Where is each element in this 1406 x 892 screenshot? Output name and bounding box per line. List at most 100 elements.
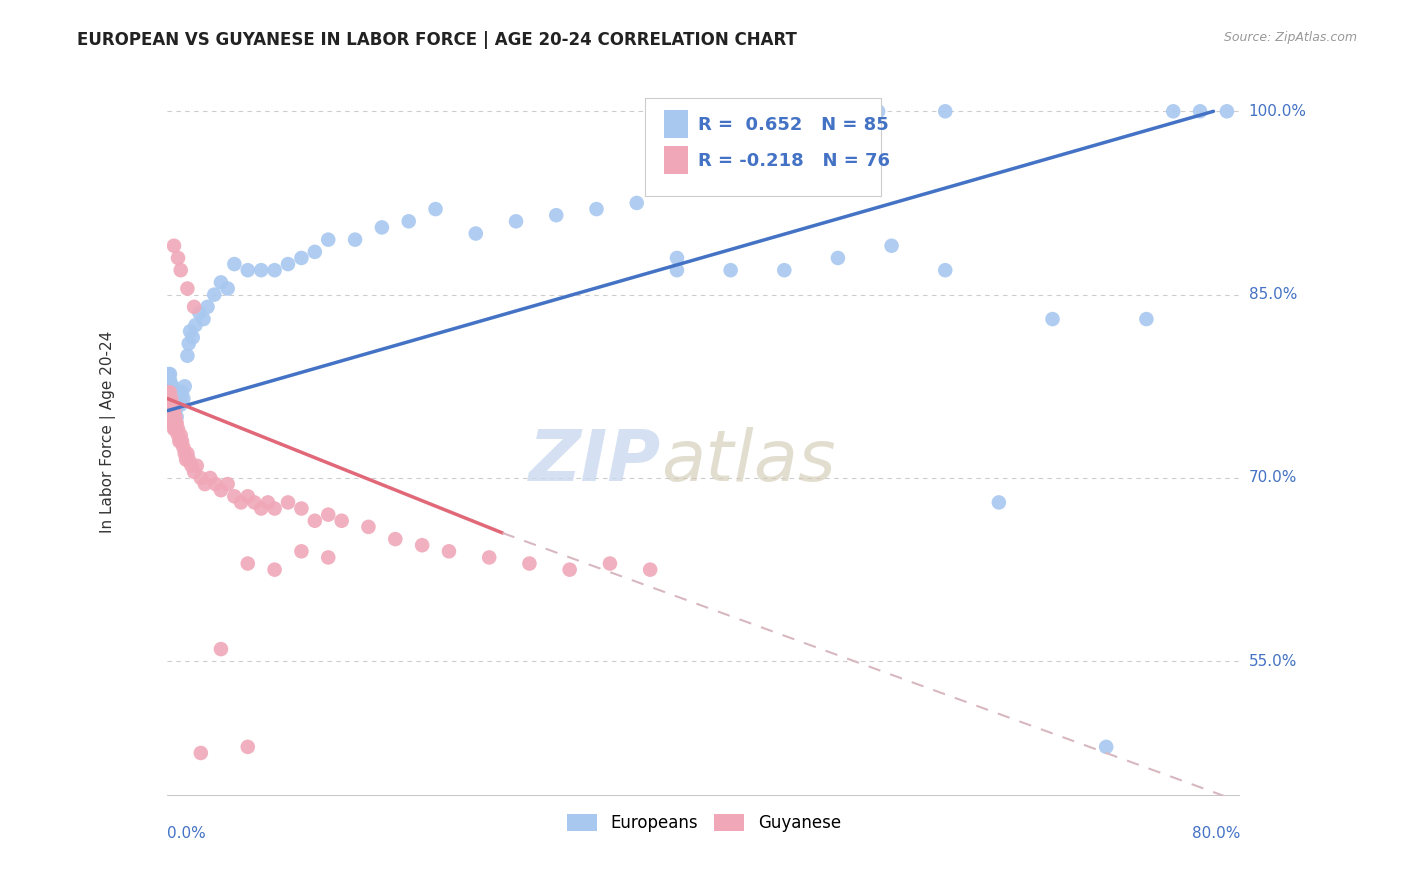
Point — [167, 398, 190, 412]
Point — [167, 422, 190, 436]
Point — [236, 489, 259, 503]
Point — [209, 483, 232, 498]
Point — [157, 392, 180, 406]
FancyBboxPatch shape — [645, 97, 880, 195]
Point — [170, 392, 193, 406]
Point — [384, 532, 406, 546]
Point — [162, 416, 184, 430]
Point — [1189, 104, 1212, 119]
Point — [162, 392, 184, 406]
Text: In Labor Force | Age 20-24: In Labor Force | Age 20-24 — [100, 331, 117, 533]
Point — [236, 739, 259, 754]
Point — [1243, 104, 1265, 119]
Point — [188, 306, 211, 320]
Point — [184, 318, 207, 333]
Point — [160, 379, 183, 393]
Point — [1135, 312, 1157, 326]
Text: ZIP: ZIP — [529, 426, 661, 496]
FancyBboxPatch shape — [664, 146, 688, 174]
Point — [257, 495, 280, 509]
Point — [194, 477, 217, 491]
Point — [505, 214, 527, 228]
Point — [250, 263, 273, 277]
Point — [190, 471, 212, 485]
Point — [1216, 104, 1239, 119]
Point — [277, 495, 299, 509]
Point — [167, 392, 190, 406]
Point — [277, 257, 299, 271]
Point — [167, 428, 190, 442]
Point — [163, 239, 186, 253]
Legend: Europeans, Guyanese: Europeans, Guyanese — [560, 807, 848, 838]
Point — [224, 489, 246, 503]
Point — [170, 428, 193, 442]
Text: 55.0%: 55.0% — [1249, 654, 1296, 669]
Point — [157, 398, 180, 412]
Point — [263, 501, 285, 516]
Point — [159, 379, 181, 393]
Point — [1095, 739, 1118, 754]
Point — [159, 385, 181, 400]
Point — [1161, 104, 1184, 119]
Point — [217, 477, 239, 491]
Point — [868, 104, 890, 119]
Point — [411, 538, 433, 552]
Text: 80.0%: 80.0% — [1192, 826, 1240, 841]
Point — [160, 398, 183, 412]
Point — [162, 403, 184, 417]
Point — [193, 312, 215, 326]
Point — [190, 746, 212, 760]
Point — [173, 379, 195, 393]
Point — [330, 514, 353, 528]
Point — [176, 446, 198, 460]
Point — [229, 495, 252, 509]
Point — [1336, 104, 1358, 119]
Point — [263, 263, 285, 277]
Point — [177, 336, 200, 351]
Point — [163, 398, 186, 412]
Point — [167, 251, 190, 265]
Point — [519, 557, 541, 571]
Point — [172, 392, 194, 406]
Point — [157, 367, 180, 381]
Point — [170, 385, 193, 400]
Point — [464, 227, 486, 241]
Point — [159, 392, 181, 406]
Point — [217, 281, 239, 295]
Point — [202, 287, 225, 301]
Point — [170, 398, 193, 412]
Point — [159, 373, 181, 387]
Point — [398, 214, 420, 228]
Text: 0.0%: 0.0% — [167, 826, 207, 841]
Point — [200, 471, 222, 485]
Point — [163, 409, 186, 424]
Point — [160, 392, 183, 406]
Point — [316, 550, 339, 565]
Point — [197, 300, 219, 314]
Point — [169, 434, 191, 449]
Point — [638, 563, 661, 577]
Point — [165, 398, 187, 412]
Point — [558, 563, 581, 577]
Text: atlas: atlas — [661, 426, 835, 496]
Point — [243, 495, 266, 509]
Point — [316, 508, 339, 522]
Point — [290, 251, 312, 265]
Point — [166, 422, 188, 436]
Point — [585, 202, 607, 216]
Text: 85.0%: 85.0% — [1249, 287, 1296, 302]
Point — [186, 458, 208, 473]
Point — [163, 385, 186, 400]
Point — [546, 208, 568, 222]
Point — [209, 642, 232, 657]
Point — [170, 434, 193, 449]
Point — [165, 392, 187, 406]
Point — [173, 446, 195, 460]
Point — [1391, 104, 1406, 119]
Point — [160, 392, 183, 406]
FancyBboxPatch shape — [664, 110, 688, 137]
Point — [162, 379, 184, 393]
Point — [160, 403, 183, 417]
Text: R =  0.652   N = 85: R = 0.652 N = 85 — [699, 116, 889, 134]
Point — [170, 263, 193, 277]
